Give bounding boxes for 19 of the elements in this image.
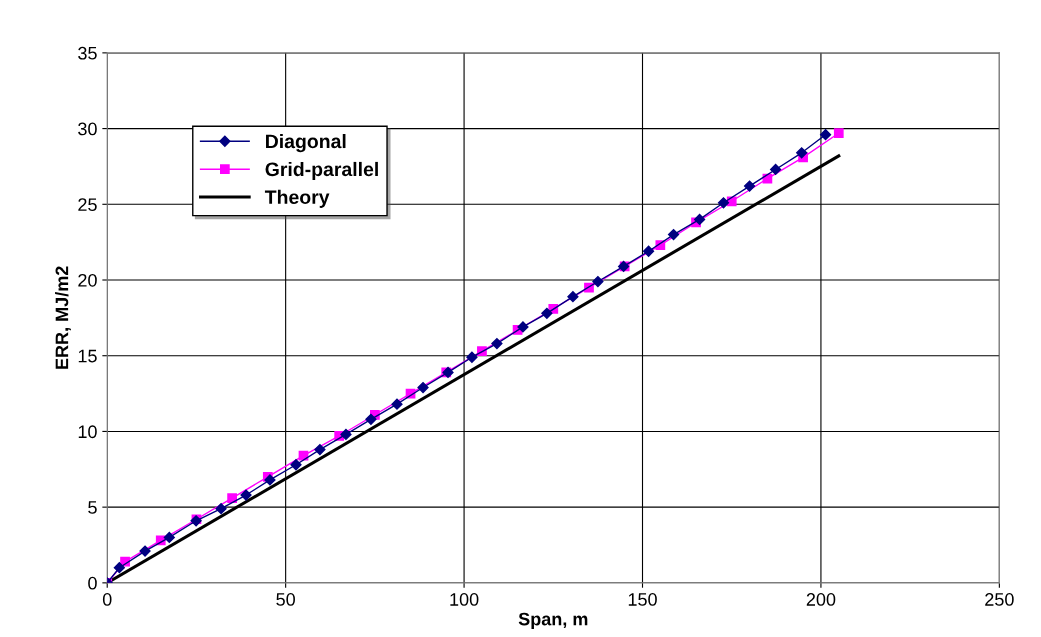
x-tick-label: 0	[102, 593, 112, 606]
x-tick-label: 50	[276, 593, 295, 606]
x-axis-title: Span, m	[518, 612, 588, 630]
legend-label: Diagonal	[266, 133, 346, 153]
y-axis-title: ERR, MJ/m2	[55, 266, 71, 369]
y-tick-label: 20	[78, 273, 97, 287]
y-tick-label: 10	[78, 425, 97, 439]
y-tick-label: 15	[78, 349, 97, 363]
legend-label: Grid-parallel	[265, 161, 378, 181]
y-tick-label: 0	[88, 576, 97, 590]
x-tick-label: 150	[628, 593, 657, 606]
y-tick-label: 35	[78, 46, 97, 60]
y-tick-label: 25	[78, 198, 97, 212]
y-tick-label: 30	[78, 122, 97, 136]
legend-label: Theory	[264, 189, 330, 208]
x-tick-label: 200	[806, 593, 836, 606]
x-tick-label: 250	[985, 593, 1014, 606]
x-tick-label: 100	[450, 593, 479, 606]
y-tick-label: 5	[88, 501, 97, 514]
